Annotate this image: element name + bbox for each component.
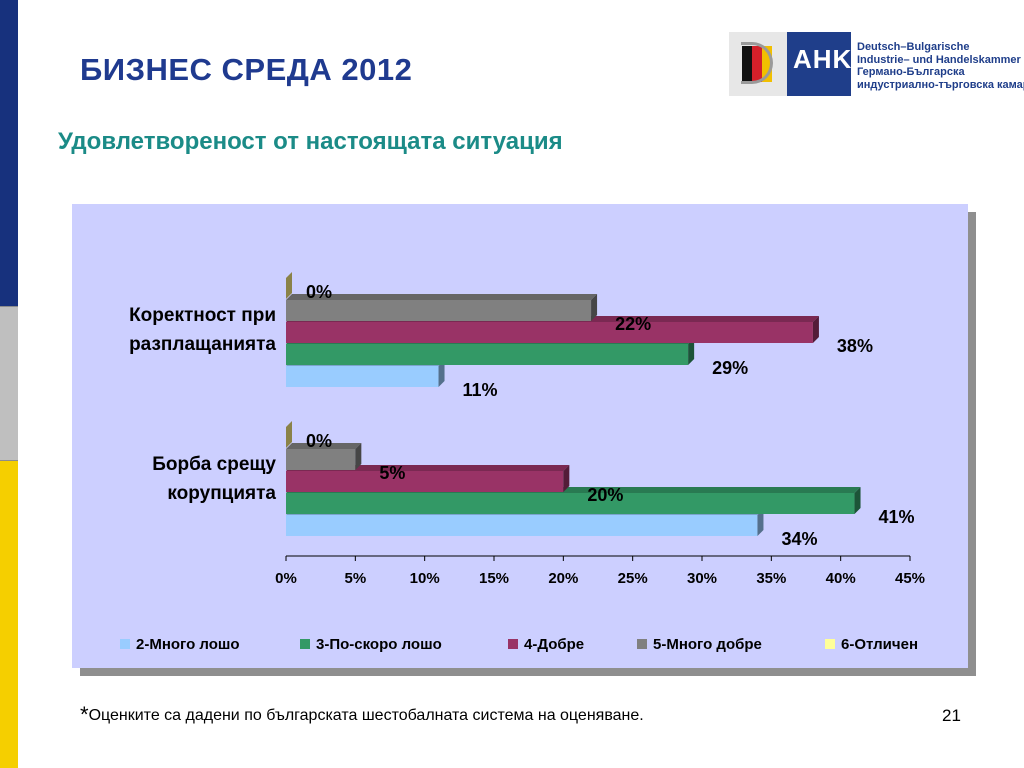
legend-swatch bbox=[637, 639, 647, 649]
x-tick-label: 40% bbox=[826, 570, 856, 587]
x-tick-label: 15% bbox=[479, 570, 509, 587]
bar bbox=[286, 344, 689, 365]
bar-chart: 0% 5% 10% 15% 20% 25% 30% 35% 40% 45% Коректност п… bbox=[120, 272, 925, 653]
bar-side bbox=[812, 316, 819, 343]
value-label: 22% bbox=[615, 314, 651, 334]
legend-label: 5-Много добре bbox=[653, 636, 762, 653]
logo-line-1: Deutsch–Bulgarische bbox=[857, 41, 970, 53]
value-label: 11% bbox=[463, 380, 498, 400]
legend-label: 2-Много лошо bbox=[136, 636, 240, 653]
bar-top bbox=[286, 443, 362, 449]
bar-side bbox=[438, 360, 445, 387]
value-label: 29% bbox=[712, 358, 748, 378]
x-tick-label: 45% bbox=[895, 570, 925, 587]
bar bbox=[286, 493, 855, 514]
ahk-logo: AHK Deutsch–Bulgarische Industrie– und H… bbox=[729, 32, 1024, 96]
bar-side bbox=[355, 443, 362, 470]
legend-label: 4-Добре bbox=[524, 636, 584, 653]
x-tick-label: 25% bbox=[618, 570, 648, 587]
bar bbox=[286, 515, 758, 536]
logo-abbr: AHK bbox=[793, 44, 853, 74]
bar-top bbox=[286, 294, 598, 300]
chart-panel bbox=[72, 204, 968, 668]
value-label: 41% bbox=[879, 507, 915, 527]
left-decorative-stripe bbox=[0, 0, 18, 768]
bar bbox=[286, 322, 813, 343]
value-label: 20% bbox=[587, 485, 623, 505]
legend-swatch bbox=[120, 639, 130, 649]
stripe-grey bbox=[0, 306, 18, 461]
value-label: 0% bbox=[306, 282, 332, 302]
value-label: 0% bbox=[306, 431, 332, 451]
bar-side bbox=[563, 465, 570, 492]
bar bbox=[286, 366, 439, 387]
x-tick-label: 10% bbox=[410, 570, 440, 587]
bar-side bbox=[286, 421, 292, 448]
bar-side bbox=[688, 338, 695, 365]
logo-mark-icon bbox=[729, 32, 787, 96]
bar-side bbox=[591, 294, 598, 321]
bar bbox=[286, 471, 564, 492]
footnote-text: Оценките са дадени по българската шестоб… bbox=[88, 707, 644, 724]
logo-line-3: Германо-Българска bbox=[857, 66, 965, 78]
footnote: *Оценките са дадени по българската шесто… bbox=[80, 702, 644, 728]
slide-title: БИЗНЕС СРЕДА 2012 bbox=[80, 52, 413, 87]
stripe-navy bbox=[0, 0, 18, 306]
category-label: Коректност при разплащанията bbox=[129, 305, 276, 355]
x-tick-label: 30% bbox=[687, 570, 717, 587]
bar-side bbox=[757, 509, 764, 536]
logo-badge: AHK bbox=[729, 32, 851, 96]
legend-swatch bbox=[508, 639, 518, 649]
legend-label: 3-По-скоро лошо bbox=[316, 636, 442, 653]
slide-subtitle: Удовлетвореност от настоящата ситуация bbox=[58, 128, 563, 155]
x-tick-label: 0% bbox=[275, 570, 297, 587]
value-label: 38% bbox=[837, 336, 873, 356]
x-tick-label: 5% bbox=[344, 570, 366, 587]
x-tick-label: 35% bbox=[756, 570, 786, 587]
bar-side bbox=[286, 272, 292, 299]
value-label: 34% bbox=[781, 529, 817, 549]
bar bbox=[286, 300, 592, 321]
value-label: 5% bbox=[379, 463, 405, 483]
legend-label: 6-Отличен bbox=[841, 636, 918, 653]
legend-swatch bbox=[300, 639, 310, 649]
bar bbox=[286, 449, 356, 470]
logo-line-4: индустриално-търговска камара bbox=[857, 78, 1024, 91]
x-tick-label: 20% bbox=[548, 570, 578, 587]
logo-text: Deutsch–Bulgarische Industrie– und Hande… bbox=[857, 41, 1024, 91]
bar-side bbox=[854, 487, 861, 514]
stripe-yellow bbox=[0, 461, 18, 768]
footnote-star: * bbox=[80, 702, 89, 727]
category-label: Борба срещу корупцията bbox=[152, 454, 276, 504]
legend-swatch bbox=[825, 639, 835, 649]
logo-line-2: Industrie– und Handelskammer bbox=[857, 53, 1021, 66]
page-number: 21 bbox=[942, 706, 961, 725]
